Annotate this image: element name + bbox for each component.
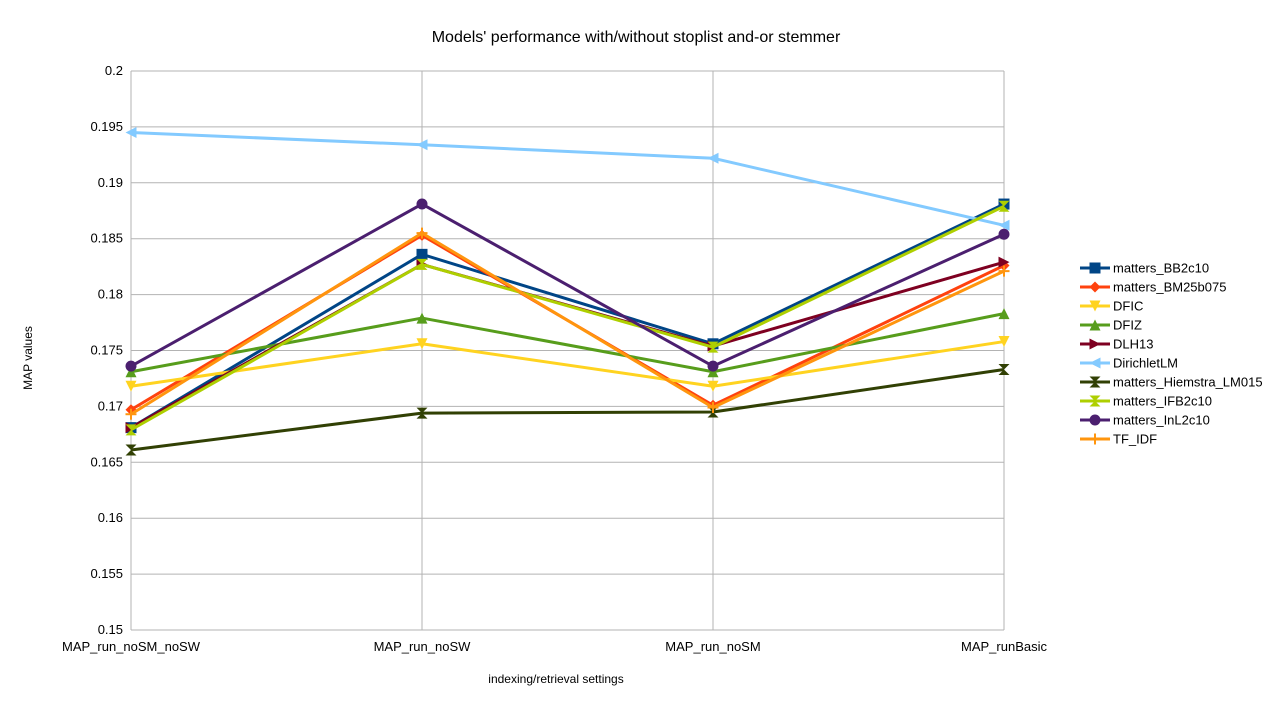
data-point (416, 139, 428, 151)
series-line (130, 202, 1005, 368)
data-point (707, 152, 719, 164)
data-point (998, 228, 1010, 240)
data-point (998, 364, 1010, 376)
x-tick-label: MAP_runBasic (961, 639, 1047, 654)
x-tick-label: MAP_run_noSM (665, 639, 760, 654)
y-tick-label: 0.165 (90, 454, 123, 469)
legend-item: matters_BB2c10 (1080, 261, 1209, 276)
series-line (130, 340, 1005, 388)
data-point (998, 265, 1010, 277)
data-point (1089, 357, 1101, 369)
x-axis: MAP_run_noSM_noSW MAP_run_noSW MAP_run_noS… (62, 639, 1047, 654)
data-point (416, 198, 428, 210)
series-DFIC (125, 336, 1010, 392)
legend-item: DirichletLM (1080, 356, 1178, 371)
series-line (130, 233, 1005, 412)
series-line (130, 204, 1005, 432)
data-point (1089, 376, 1101, 388)
data-point (125, 360, 137, 372)
y-tick-label: 0.175 (90, 343, 123, 358)
series-DirichletLM (125, 126, 1010, 231)
legend-item: TF_IDF (1080, 432, 1157, 447)
legend-item: DFIC (1080, 299, 1143, 314)
legend-label: DFIZ (1113, 318, 1142, 333)
series-TF_IDF (125, 227, 1010, 420)
data-point (416, 338, 428, 350)
y-tick-label: 0.195 (90, 119, 123, 134)
legend-label: DFIC (1113, 299, 1143, 314)
series-matters_BB2c10 (125, 198, 1010, 434)
data-point (416, 248, 428, 260)
y-tick-label: 0.17 (98, 398, 123, 413)
data-point (1089, 281, 1101, 293)
data-point (1089, 300, 1101, 312)
data-point (1089, 395, 1101, 407)
series-line (130, 368, 1005, 452)
data-point (416, 407, 428, 419)
legend: matters_BB2c10 matters_BM25b075 DFIC DFIZ DL… (1080, 261, 1263, 447)
data-point (707, 402, 719, 414)
legend-label: matters_InL2c10 (1113, 413, 1210, 428)
y-tick-label: 0.15 (98, 622, 123, 637)
data-point (1089, 414, 1101, 426)
data-point (125, 366, 137, 378)
x-tick-label: MAP_run_noSW (374, 639, 472, 654)
y-tick-label: 0.19 (98, 175, 123, 190)
data-point (998, 219, 1010, 231)
series-group (125, 126, 1010, 456)
chart-title: Models' performance with/without stoplis… (432, 29, 841, 46)
data-point (1089, 433, 1101, 445)
data-point (1089, 338, 1101, 350)
data-point (707, 360, 719, 372)
series-matters_IFB2c10 (125, 200, 1010, 436)
series-line (130, 202, 1005, 429)
legend-item: matters_BM25b075 (1080, 280, 1226, 295)
data-point (707, 341, 719, 353)
legend-label: matters_IFB2c10 (1113, 394, 1212, 409)
data-point (707, 406, 719, 418)
series-matters_InL2c10 (125, 198, 1010, 372)
series-matters_Hiemstra_LM015 (125, 364, 1010, 456)
y-tick-label: 0.155 (90, 566, 123, 581)
y-tick-label: 0.18 (98, 287, 123, 302)
y-axis-label: MAP values (21, 326, 35, 390)
data-point (1089, 262, 1101, 274)
y-tick-label: 0.185 (90, 231, 123, 246)
legend-label: TF_IDF (1113, 432, 1157, 447)
legend-item: matters_IFB2c10 (1080, 394, 1212, 409)
data-point (125, 424, 137, 436)
data-point (416, 227, 428, 239)
data-point (125, 444, 137, 456)
data-point (998, 336, 1010, 348)
data-point (125, 380, 137, 392)
y-axis: 0.15 0.155 0.16 0.165 0.17 0.175 0.18 0.185 0.19… (90, 63, 123, 637)
data-point (416, 312, 428, 324)
legend-label: matters_Hiemstra_LM015 (1113, 375, 1263, 390)
data-point (416, 258, 428, 270)
legend-label: DLH13 (1113, 337, 1153, 352)
data-point (1089, 319, 1101, 331)
legend-label: matters_BB2c10 (1113, 261, 1209, 276)
series-line (130, 231, 1005, 416)
x-axis-label: indexing/retrieval settings (488, 672, 623, 686)
legend-item: matters_Hiemstra_LM015 (1080, 375, 1263, 390)
x-tick-label: MAP_run_noSM_noSW (62, 639, 201, 654)
series-line (130, 130, 1005, 227)
data-point (707, 366, 719, 378)
data-point (998, 256, 1010, 268)
y-tick-label: 0.16 (98, 510, 123, 525)
legend-item: DLH13 (1080, 337, 1153, 352)
legend-label: matters_BM25b075 (1113, 280, 1226, 295)
y-tick-label: 0.2 (105, 63, 123, 78)
legend-item: matters_InL2c10 (1080, 413, 1210, 428)
legend-label: DirichletLM (1113, 356, 1178, 371)
data-point (998, 308, 1010, 320)
data-point (998, 200, 1010, 212)
data-point (125, 408, 137, 420)
legend-item: DFIZ (1080, 318, 1142, 333)
data-point (707, 380, 719, 392)
data-point (125, 126, 137, 138)
